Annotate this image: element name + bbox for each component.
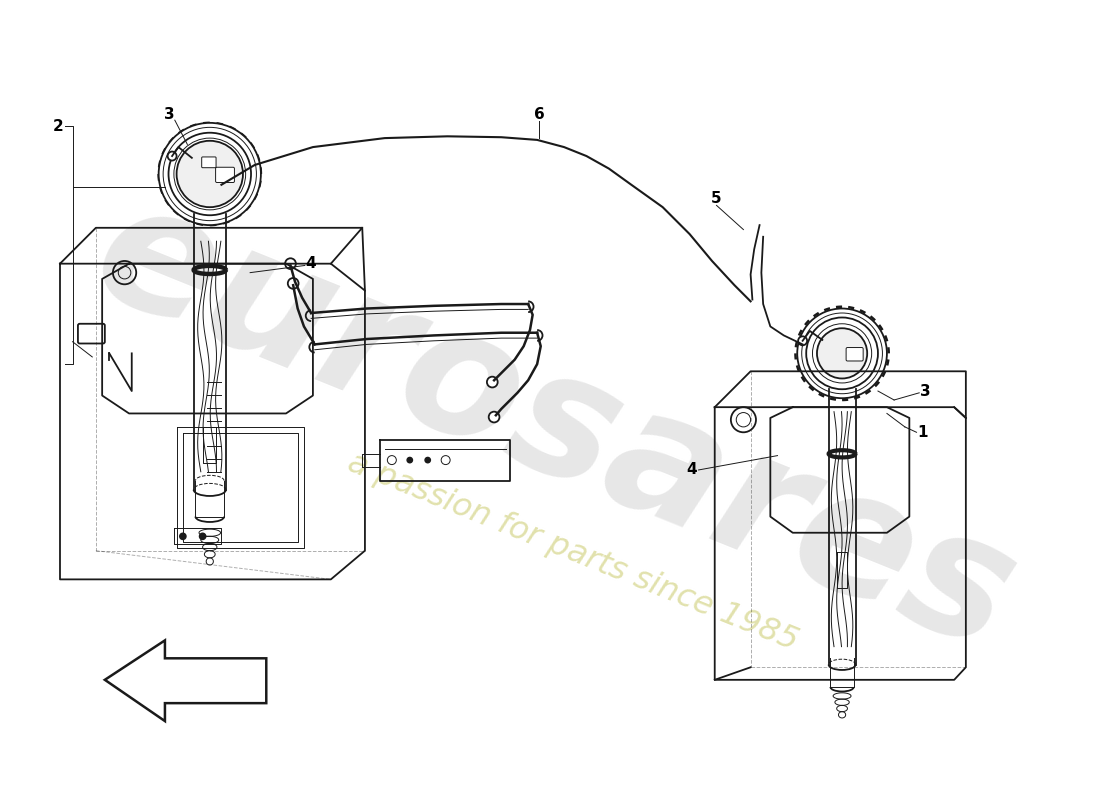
Circle shape <box>799 336 807 346</box>
Text: 2: 2 <box>53 119 64 134</box>
Circle shape <box>168 133 251 215</box>
Text: 1: 1 <box>917 425 928 440</box>
FancyBboxPatch shape <box>201 157 216 168</box>
FancyBboxPatch shape <box>78 324 104 343</box>
Circle shape <box>425 458 430 462</box>
Text: a passion for parts since 1985: a passion for parts since 1985 <box>343 448 803 658</box>
Circle shape <box>387 456 396 465</box>
Circle shape <box>158 123 261 225</box>
Circle shape <box>288 278 298 289</box>
FancyBboxPatch shape <box>216 167 234 182</box>
Text: 5: 5 <box>712 190 722 206</box>
Text: 6: 6 <box>534 107 544 122</box>
Text: eurosares: eurosares <box>73 166 1038 687</box>
Circle shape <box>179 533 186 539</box>
Circle shape <box>487 377 497 387</box>
Circle shape <box>817 328 867 378</box>
Text: 3: 3 <box>164 107 175 122</box>
Circle shape <box>199 533 206 539</box>
Text: 3: 3 <box>921 383 931 398</box>
Circle shape <box>798 309 887 398</box>
Circle shape <box>441 456 450 465</box>
Circle shape <box>177 141 243 207</box>
Text: 4: 4 <box>686 462 696 478</box>
Circle shape <box>488 412 499 422</box>
Circle shape <box>167 151 177 161</box>
Text: 4: 4 <box>306 256 317 271</box>
Circle shape <box>407 458 412 462</box>
Polygon shape <box>104 640 266 721</box>
Circle shape <box>806 318 878 390</box>
Circle shape <box>285 258 296 269</box>
FancyBboxPatch shape <box>846 347 864 361</box>
